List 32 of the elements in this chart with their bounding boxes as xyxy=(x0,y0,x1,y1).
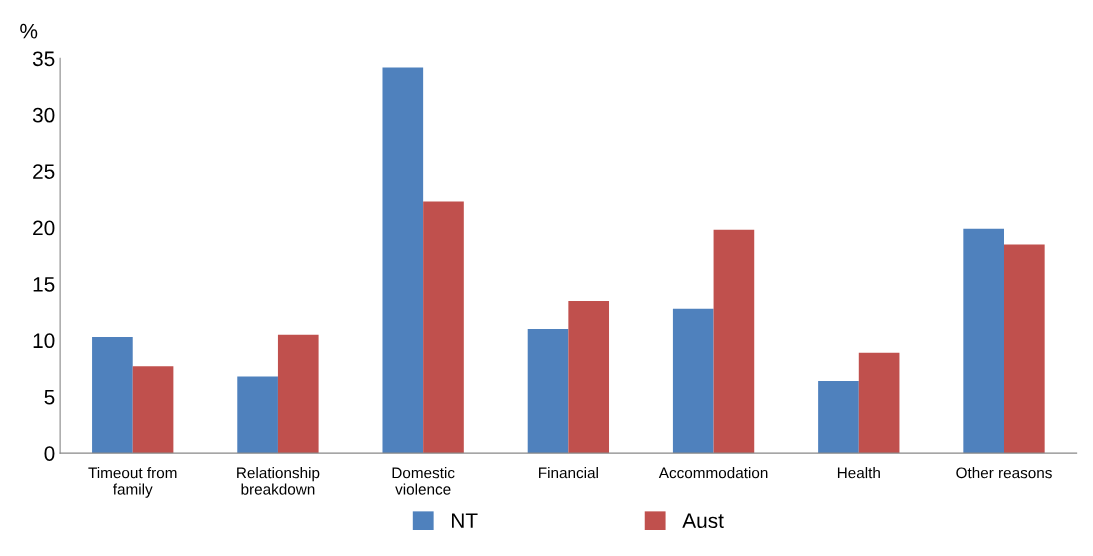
y-tick-label: 35 xyxy=(32,51,55,67)
x-tick-label: Accommodation xyxy=(658,467,768,479)
bar xyxy=(568,300,610,454)
bar xyxy=(237,376,278,454)
bar xyxy=(132,366,174,454)
x-tick-label: Financial xyxy=(539,467,598,479)
y-tick-label: 15 xyxy=(33,277,55,292)
bar xyxy=(92,336,133,454)
bar xyxy=(858,352,900,454)
y-tick-label: 20 xyxy=(33,220,55,236)
x-tick-label: Relationship breakdown xyxy=(237,467,320,495)
bar xyxy=(672,308,714,454)
x-tick-label: Other reasons xyxy=(956,467,1052,479)
bar xyxy=(818,380,859,454)
legend-label: Aust xyxy=(682,513,724,529)
legend-label: NT xyxy=(452,513,478,528)
x-tick-label: Domestic violence xyxy=(392,467,455,495)
bar xyxy=(423,201,464,454)
bar xyxy=(527,329,569,454)
y-tick-label: 5 xyxy=(44,389,55,405)
bar xyxy=(1004,244,1045,454)
y-tick-label: 10 xyxy=(33,333,55,349)
x-tick-label: Timeout from family xyxy=(88,467,177,498)
bar xyxy=(963,228,1004,454)
y-tick-label: 0 xyxy=(44,446,55,461)
bar xyxy=(713,229,755,454)
y-tick-label: 30 xyxy=(32,107,55,123)
bar xyxy=(277,334,319,454)
bar xyxy=(382,67,424,454)
y-tick-label: 25 xyxy=(33,164,55,179)
x-tick-label: Health xyxy=(837,467,880,479)
y-axis-title: % xyxy=(20,23,38,39)
